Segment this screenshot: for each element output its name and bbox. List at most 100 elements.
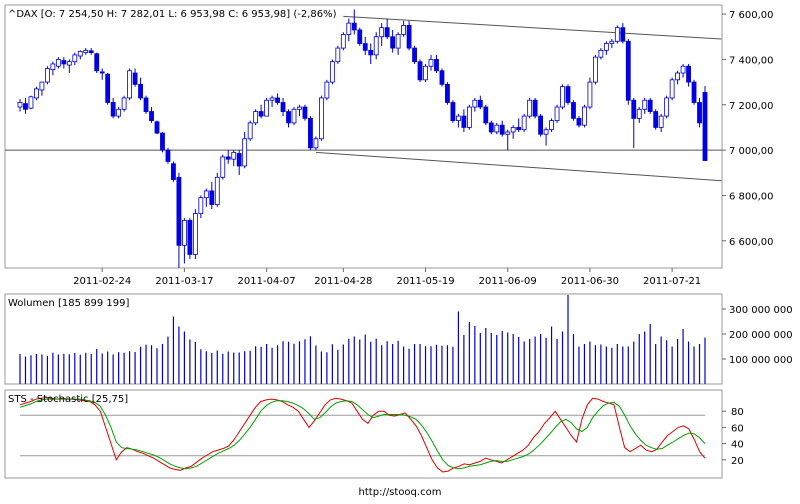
y-tick-label: 100 000 000 [729,355,793,366]
candle-body [538,115,543,135]
volume-panel: 300 000 000 200 000 000 100 000 000 Wolumen… [4,293,793,385]
candle-body [516,127,522,131]
candle-body [488,122,494,133]
candle-body [620,27,626,42]
candle-body [406,25,412,49]
y-tick-label: 6 600,00 [729,237,774,248]
candle-body [571,102,576,119]
candle-body [247,122,253,140]
candle-body [258,111,264,117]
candle-body [664,97,670,117]
x-tick-label: 2011-05-19 [396,276,454,287]
candle-body [34,88,39,99]
candle-body [368,49,374,56]
stochastic-title: STS - Stochastic [25,75] [8,394,128,405]
candle-body [302,106,308,119]
candle-body [461,115,467,128]
candle-body [154,121,160,134]
candle-body [17,102,23,108]
candle-body [362,43,368,51]
candle-body [412,47,417,63]
candle-body [697,102,702,124]
candle-body [88,50,94,54]
candle-body [253,111,259,124]
candle-body [198,197,204,214]
candle-body [576,117,582,126]
candle-body [116,108,122,117]
candle-body [160,132,165,151]
candle-body [455,115,461,122]
candle-body [242,138,248,167]
candle-body [340,34,346,49]
candle-body [653,111,659,128]
candle-body [324,81,330,99]
price-title: ^DAX [O: 7 254,50 H: 7 282,01 L: 6 953,9… [8,9,337,20]
candle-body [99,71,105,74]
candle-body [466,106,472,128]
candle-body [472,99,478,108]
volume-title: Wolumen [185 899 199] [8,298,129,309]
title-bg [7,7,332,21]
x-tick-label: 2011-04-07 [238,276,296,287]
candle-body [209,190,215,205]
x-tick-label: 2011-06-30 [561,276,619,287]
candle-body [395,34,401,49]
stochastic-plot-frame [4,389,723,479]
candle-body [318,97,324,140]
candle-body [428,59,434,67]
candle-body [560,86,565,108]
candle-body [308,117,313,149]
candle-body [532,99,538,117]
candle-body [143,97,149,112]
y-tick-label: 7 200,00 [729,101,774,112]
candle-body [609,40,615,44]
candle-body [50,63,56,71]
candle-body [335,47,341,63]
candle-body [554,106,560,122]
candle-body [587,81,593,108]
candle-body [598,49,604,58]
candle-body [642,99,648,110]
y-tick-label: 7 400,00 [729,55,774,66]
candle-body [313,138,319,149]
candle-body [236,153,242,167]
candle-body [176,176,182,246]
stochastic-k-line [19,396,706,473]
candle-body [45,68,50,83]
candle-body [297,106,302,110]
trendline [315,151,722,182]
x-tick-label: 2011-04-28 [314,276,372,287]
candle-body [691,81,697,103]
candle-body [658,115,664,128]
candle-body [527,99,533,117]
x-tick-label: 2011-02-24 [73,276,131,287]
candle-body [477,99,483,108]
candle-body [675,72,680,81]
candle-body [291,108,297,124]
footer-url[interactable]: http://stooq.com [358,487,442,498]
y-tick-label: 80 [731,407,744,418]
candle-body [603,43,609,51]
candle-body [181,219,187,246]
candle-body [203,190,209,199]
x-tick-label: 2011-06-09 [479,276,537,287]
candle-body [401,25,407,35]
candle-body [220,156,226,178]
y-tick-label: 7 000,00 [729,146,774,157]
candle-body [127,70,132,99]
candle-body [286,111,291,124]
candle-body [549,120,554,131]
candle-body [445,83,450,103]
candle-body [373,36,379,56]
y-tick-label: 6 800,00 [729,191,774,202]
y-tick-label: 7 600,00 [729,10,774,21]
candle-body [39,81,45,91]
candle-body [171,163,176,180]
candle-body [280,102,286,112]
candle-body [357,29,363,44]
candle-body [499,124,505,135]
trendline [343,15,722,40]
candle-body [72,54,78,63]
candle-body [686,65,691,83]
